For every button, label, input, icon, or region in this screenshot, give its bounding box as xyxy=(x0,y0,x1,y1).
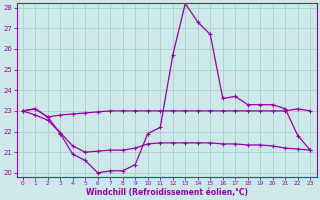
X-axis label: Windchill (Refroidissement éolien,°C): Windchill (Refroidissement éolien,°C) xyxy=(85,188,248,197)
